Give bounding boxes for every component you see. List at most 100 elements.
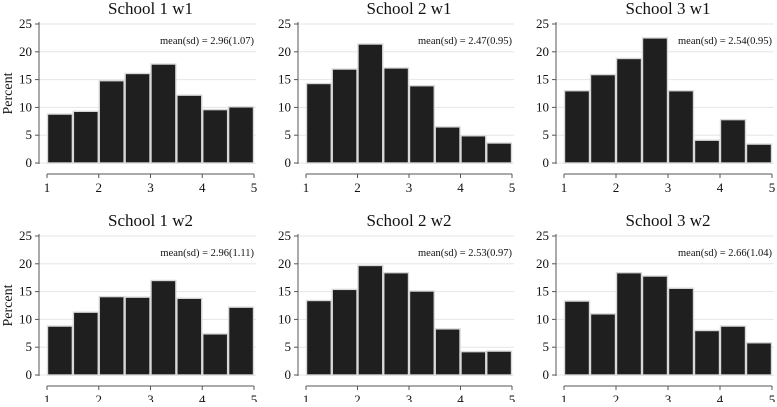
y-tick-label: 0	[285, 155, 292, 170]
histogram-bar	[563, 300, 591, 376]
y-tick-label: 5	[285, 339, 292, 354]
histogram-bar	[227, 106, 255, 164]
mean-sd-annotation: mean(sd) = 2.66(1.04)	[678, 248, 772, 259]
histogram-bar	[176, 297, 203, 376]
histogram-bar	[383, 271, 410, 376]
y-tick-label: 5	[285, 127, 292, 142]
x-tick-label: 1	[303, 180, 310, 195]
x-tick-label: 2	[354, 180, 361, 195]
x-tick-label: 3	[147, 392, 154, 402]
x-tick-label: 4	[199, 180, 206, 195]
y-tick-label: 25	[536, 228, 549, 243]
histogram-bar	[46, 325, 74, 376]
histogram-bar	[434, 126, 461, 164]
histogram-bar	[202, 333, 229, 376]
x-tick-label: 2	[613, 392, 620, 402]
y-tick-label: 20	[19, 44, 32, 59]
y-tick-label: 0	[26, 155, 33, 170]
y-tick-label: 10	[19, 99, 32, 114]
histogram-bar	[434, 328, 461, 376]
x-tick-label: 1	[44, 180, 51, 195]
y-tick-label: 15	[278, 72, 291, 87]
mean-sd-annotation: mean(sd) = 2.96(1.11)	[160, 248, 254, 259]
histogram-bar	[667, 90, 695, 164]
x-tick-label: 5	[769, 392, 776, 402]
histogram-bar	[641, 275, 669, 376]
y-tick-label: 0	[543, 155, 550, 170]
histogram-bar	[176, 94, 203, 164]
y-tick-label: 0	[26, 367, 33, 382]
y-tick-label: 5	[26, 339, 33, 354]
x-tick-label: 1	[561, 180, 568, 195]
y-tick-label: 5	[26, 127, 33, 142]
x-tick-label: 1	[303, 392, 310, 402]
histogram-bar	[72, 311, 99, 376]
histogram-bar	[124, 72, 151, 164]
histogram-bar	[227, 306, 255, 376]
histogram-bar	[693, 329, 721, 376]
y-tick-label: 15	[19, 284, 32, 299]
histogram-panel: 0 5 10 15 20 25 1 2 3 4 5 School 1 w2 mean(sd) = 2.9…	[1, 211, 257, 407]
y-tick-label: 15	[278, 284, 291, 299]
histogram-bar	[357, 43, 384, 164]
histogram-bar	[486, 350, 513, 376]
y-tick-label: 20	[536, 44, 549, 59]
histogram-bar	[745, 342, 773, 376]
histogram-bar	[615, 57, 643, 164]
x-tick-label: 4	[717, 392, 724, 402]
chart-title: School 1 w2	[108, 211, 193, 230]
histogram-panel: 0 5 10 15 20 25 1 2 3 4 5 School 3 w2 mean(sd) = 2.6…	[536, 211, 776, 407]
mean-sd-annotation: mean(sd) = 2.47(0.95)	[418, 36, 512, 47]
y-tick-label: 15	[536, 72, 549, 87]
y-tick-label: 10	[19, 311, 32, 326]
histogram-bar	[305, 299, 332, 376]
x-tick-label: 3	[406, 180, 413, 195]
histogram-bar	[589, 313, 617, 376]
histogram-bar	[693, 139, 721, 164]
x-tick-label: 2	[354, 392, 361, 402]
chart-title: School 1 w1	[108, 0, 193, 18]
histogram-bar	[615, 271, 643, 376]
x-tick-label: 5	[769, 180, 776, 195]
y-tick-label: 25	[278, 228, 291, 243]
mean-sd-annotation: mean(sd) = 2.96(1.07)	[160, 36, 254, 47]
chart-title: School 3 w1	[626, 0, 711, 18]
mean-sd-annotation: mean(sd) = 2.54(0.95)	[678, 36, 772, 47]
histogram-bar	[305, 82, 332, 164]
histogram-bar	[460, 350, 487, 376]
y-tick-label: 25	[19, 228, 32, 243]
y-tick-label: 25	[19, 16, 32, 31]
histogram-bar	[150, 279, 177, 376]
y-tick-label: 10	[536, 311, 549, 326]
histogram-panel: 0 5 10 15 20 25 1 2 3 4 5 School 1 w1 mean(sd) = 2.9…	[1, 0, 257, 195]
histogram-bar	[719, 325, 747, 376]
histogram-bar	[667, 287, 695, 376]
y-tick-label: 15	[19, 72, 32, 87]
histogram-panel: 0 5 10 15 20 25 1 2 3 4 5 School 2 w2 mean(sd) = 2.5…	[278, 211, 516, 407]
histogram-bar	[641, 37, 669, 164]
histogram-bar	[357, 264, 384, 376]
y-tick-label: 0	[543, 367, 550, 382]
histogram-bar	[202, 108, 229, 164]
y-axis-label: Percent	[1, 284, 16, 326]
y-tick-label: 20	[536, 256, 549, 271]
histogram-bar	[460, 135, 487, 164]
x-tick-label: 1	[44, 392, 51, 402]
histogram-bar	[745, 143, 773, 164]
y-tick-label: 20	[278, 44, 291, 59]
histogram-bar	[589, 73, 617, 164]
x-tick-label: 3	[406, 392, 413, 402]
mean-sd-annotation: mean(sd) = 2.53(0.97)	[418, 248, 512, 259]
histogram-bar	[719, 118, 747, 164]
y-tick-label: 0	[285, 367, 292, 382]
x-tick-label: 5	[509, 392, 516, 402]
y-tick-label: 5	[543, 127, 550, 142]
x-tick-label: 5	[251, 180, 258, 195]
y-tick-label: 5	[543, 339, 550, 354]
x-tick-label: 4	[457, 180, 464, 195]
y-axis-label: Percent	[1, 72, 16, 114]
histogram-bar	[331, 288, 358, 376]
chart-title: School 3 w2	[626, 211, 711, 230]
